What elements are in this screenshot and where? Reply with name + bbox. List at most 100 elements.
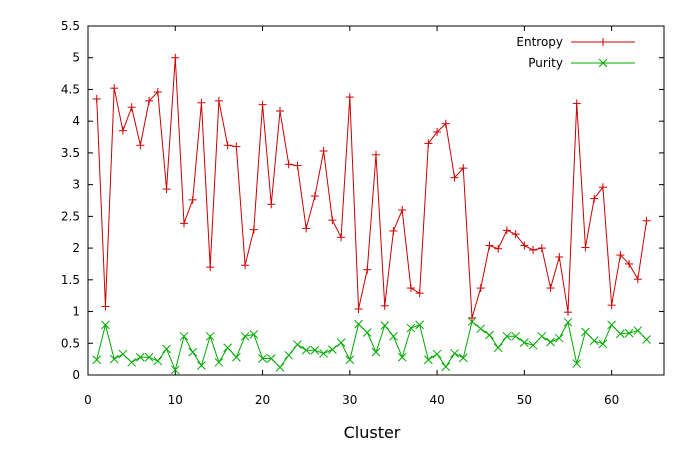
purity-point	[520, 338, 529, 347]
entropy-point	[276, 107, 284, 116]
purity-point-d2	[424, 355, 433, 365]
purity-point-d2	[310, 345, 320, 355]
purity-point-d2	[371, 347, 381, 357]
entropy-point	[337, 233, 346, 242]
y-tick-label: 3	[72, 178, 80, 192]
purity-point-d2	[197, 361, 206, 370]
entropy-point	[232, 142, 241, 151]
y-axis: 0 0.5 1 1.5 2 2.5 3 3.5 4 4.5 5 5.5	[61, 19, 664, 382]
purity-series	[92, 317, 651, 375]
purity-point-d2	[223, 343, 232, 353]
purity-point-d2	[458, 353, 468, 363]
entropy-point	[101, 302, 110, 311]
purity-point-d2	[136, 352, 145, 362]
entropy-point	[241, 261, 250, 270]
purity-point-d2	[170, 365, 180, 375]
purity-point	[214, 357, 224, 367]
purity-point	[642, 335, 651, 344]
purity-point	[319, 349, 328, 358]
purity-point	[624, 328, 634, 338]
purity-point	[485, 330, 494, 340]
purity-point	[511, 331, 520, 341]
y-tick-label: 2	[72, 241, 80, 255]
purity-point	[616, 329, 625, 339]
purity-point-d2	[511, 331, 520, 341]
purity-point	[537, 331, 547, 341]
entropy-point	[581, 243, 590, 252]
purity-point-d2	[485, 330, 494, 340]
purity-point-d2	[101, 320, 110, 330]
entropy-point	[136, 141, 145, 150]
entropy-point	[459, 164, 468, 173]
purity-point-d2	[450, 349, 459, 358]
entropy-point	[537, 244, 546, 253]
entropy-point	[564, 308, 572, 317]
entropy-point	[476, 284, 485, 293]
entropy-point	[642, 216, 651, 225]
purity-point-d2	[284, 350, 294, 360]
entropy-point	[607, 301, 616, 310]
purity-point-d2	[153, 356, 163, 366]
purity-point-d2	[467, 317, 477, 327]
entropy-point	[424, 139, 433, 148]
purity-point	[450, 349, 459, 358]
purity-point	[432, 349, 442, 359]
y-tick-label: 3.5	[61, 146, 80, 160]
purity-point	[633, 326, 643, 335]
entropy-point	[162, 185, 171, 194]
entropy-point	[127, 103, 136, 112]
purity-point-d2	[249, 330, 259, 339]
purity-point	[598, 339, 608, 349]
entropy-point	[284, 160, 293, 169]
purity-point-d2	[441, 362, 451, 372]
x-tick-label: 10	[168, 393, 183, 407]
purity-point-d2	[397, 352, 407, 362]
entropy-point	[310, 192, 319, 201]
purity-point	[249, 330, 259, 339]
purity-point-d2	[328, 345, 337, 354]
purity-point-d2	[319, 349, 328, 358]
x-tick-label: 50	[517, 393, 532, 407]
purity-point	[415, 320, 424, 330]
purity-point-d2	[598, 339, 608, 349]
purity-point	[607, 320, 616, 330]
x-tick-label: 20	[255, 393, 270, 407]
purity-point-d2	[520, 338, 529, 347]
purity-point-d2	[537, 331, 547, 341]
entropy-point	[590, 194, 599, 203]
y-tick-label: 4.5	[61, 82, 80, 96]
entropy-point	[328, 216, 337, 225]
purity-point	[144, 352, 154, 362]
purity-point	[92, 355, 102, 365]
entropy-point	[415, 289, 424, 298]
purity-point-d2	[232, 352, 241, 362]
purity-point	[476, 324, 486, 334]
purity-point-d2	[415, 320, 424, 330]
entropy-point	[214, 96, 223, 105]
y-tick-label: 1.5	[61, 273, 80, 287]
entropy-point	[555, 252, 564, 261]
purity-point	[563, 317, 573, 327]
purity-point	[581, 327, 590, 337]
entropy-point	[363, 265, 372, 274]
entropy-point	[258, 100, 267, 109]
purity-point-d2	[258, 354, 267, 363]
purity-point	[528, 340, 538, 350]
purity-point	[258, 354, 267, 363]
purity-point-d2	[205, 331, 215, 341]
purity-point-d2	[118, 349, 128, 359]
entropy-point	[293, 161, 302, 170]
entropy-point	[267, 200, 276, 209]
purity-point-d2	[389, 331, 398, 341]
purity-point	[424, 355, 433, 365]
entropy-point	[206, 263, 215, 272]
purity-point	[162, 344, 171, 354]
y-tick-label: 1	[72, 305, 80, 319]
purity-point	[397, 352, 407, 362]
purity-point-d2	[109, 354, 119, 364]
purity-point	[336, 338, 346, 347]
entropy-point	[494, 244, 503, 253]
purity-point	[266, 354, 276, 363]
purity-point	[301, 345, 311, 355]
entropy-point	[110, 84, 119, 93]
